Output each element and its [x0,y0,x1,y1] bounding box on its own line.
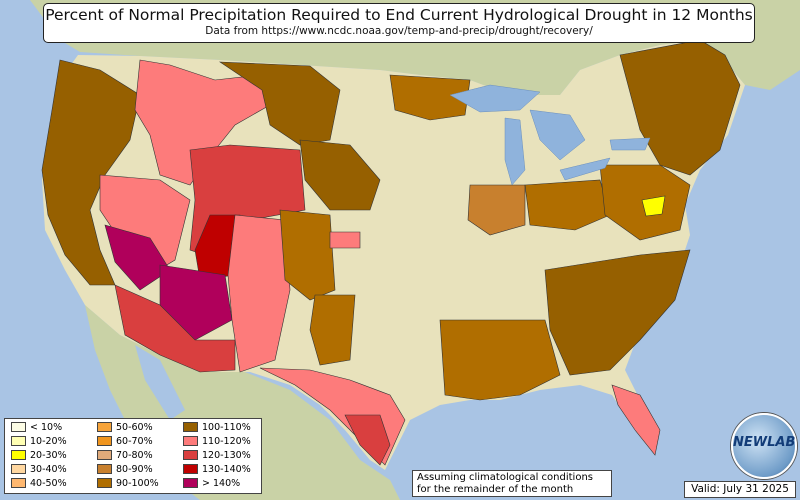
legend-swatch [11,449,26,460]
region-90-100-ohio-valley [524,179,611,231]
legend-swatch [183,477,198,488]
legend-label: 130-140% [202,464,251,475]
region-100-110-southeast [544,249,691,376]
legend-swatch [183,463,198,474]
legend-item: 70-80% [97,449,153,462]
newlab-logo: NEWLAB [731,413,797,479]
legend-swatch [11,477,26,488]
region-120-130-south-texas [344,414,391,466]
region-90-100-gulf-coast [439,319,561,401]
legend-label: 60-70% [116,436,153,447]
legend-swatch [183,421,198,432]
legend-item: 100-110% [183,421,251,434]
legend-label: < 10% [30,422,63,433]
legend-label: 120-130% [202,450,251,461]
legend-label: 80-90% [116,464,153,475]
legend-label: 110-120% [202,436,251,447]
region-110-120-florida [611,384,661,456]
legend-swatch [97,449,112,460]
title-box: Percent of Normal Precipitation Required… [43,3,755,43]
assumption-note: Assuming climatological conditions for t… [412,470,612,497]
region-over-140-southern-nevada [104,224,171,291]
legend-label: 100-110% [202,422,251,433]
legend-swatch [11,463,26,474]
note-line-2: for the remainder of the month [417,484,574,495]
gulf-of-california [135,345,185,420]
region-over-140-arizona [159,264,233,341]
legend-swatch [183,449,198,460]
lake-superior [449,84,541,113]
region-20-30-maryland [641,195,666,217]
legend-item: 90-100% [97,477,159,490]
valid-date: Valid: July 31 2025 [684,481,796,498]
region-120-130-southwest [114,284,236,373]
region-80-90-midwest [467,184,526,236]
legend-label: 10-20% [30,436,67,447]
region-90-100-northern-minnesota [389,74,471,121]
legend-item: > 140% [183,477,241,490]
legend-item: < 10% [11,421,63,434]
legend-swatch [11,435,26,446]
lake-michigan [504,117,526,186]
legend-swatch [97,477,112,488]
region-90-100-oklahoma [309,294,356,366]
legend-swatch [97,435,112,446]
legend-swatch [11,421,26,432]
legend-label: 50-60% [116,422,153,433]
legend-item: 130-140% [183,463,251,476]
legend-item: 60-70% [97,435,153,448]
logo-text: NEWLAB [733,435,796,450]
legend-label: 30-40% [30,464,67,475]
map-title: Percent of Normal Precipitation Required… [45,6,753,24]
map-subtitle: Data from https://www.ncdc.noaa.gov/temp… [205,25,593,37]
lake-erie [559,157,611,181]
legend-label: > 140% [202,478,241,489]
legend-item: 40-50% [11,477,67,490]
legend-item: 10-20% [11,435,67,448]
legend-swatch [97,421,112,432]
legend-item: 110-120% [183,435,251,448]
legend-label: 70-80% [116,450,153,461]
lake-ontario [609,137,651,151]
lake-huron [529,109,586,161]
region-110-120-idaho [134,59,271,186]
legend-item: 30-40% [11,463,67,476]
legend-item: 120-130% [183,449,251,462]
legend-label: 90-100% [116,478,159,489]
region-100-110-plains [299,139,381,211]
legend-label: 40-50% [30,478,67,489]
legend-swatch [183,435,198,446]
legend-swatch [97,463,112,474]
legend-item: 80-90% [97,463,153,476]
legend-item: 20-30% [11,449,67,462]
legend-label: 20-30% [30,450,67,461]
note-line-1: Assuming climatological conditions [417,472,593,483]
region-110-120-kansas [329,231,361,249]
legend: < 10% 10-20% 20-30% 30-40% 40-50% 50-60%… [4,418,262,494]
legend-item: 50-60% [97,421,153,434]
